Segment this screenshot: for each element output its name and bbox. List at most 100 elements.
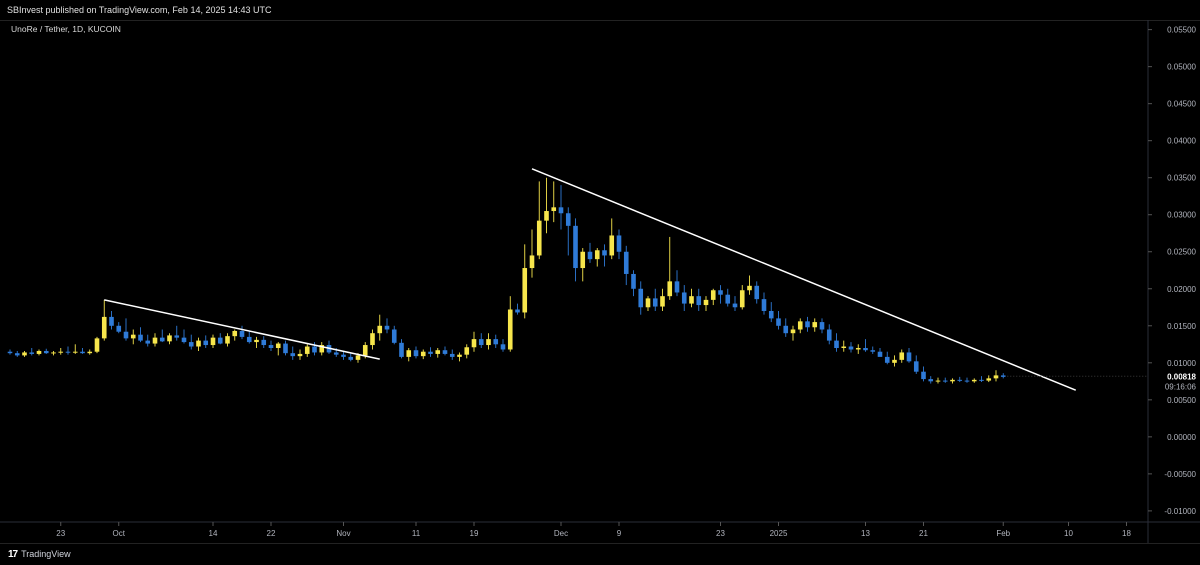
candle[interactable] — [348, 352, 354, 362]
candle[interactable] — [203, 335, 209, 349]
candle[interactable] — [65, 346, 71, 355]
candle[interactable] — [899, 349, 905, 363]
candle[interactable] — [587, 242, 593, 263]
candle[interactable] — [319, 342, 325, 356]
candle[interactable] — [442, 346, 448, 356]
candle[interactable] — [652, 288, 658, 311]
candle[interactable] — [739, 285, 745, 310]
candle[interactable] — [971, 378, 977, 383]
candle[interactable] — [834, 333, 839, 352]
candle[interactable] — [58, 348, 64, 355]
candle[interactable] — [826, 324, 832, 345]
candle[interactable] — [167, 333, 172, 345]
candle[interactable] — [457, 352, 462, 362]
candle[interactable] — [116, 322, 122, 334]
candle[interactable] — [210, 334, 216, 349]
candle[interactable] — [130, 329, 136, 345]
candle[interactable] — [565, 207, 571, 256]
candle[interactable] — [268, 340, 274, 351]
candle[interactable] — [551, 181, 557, 223]
candle[interactable] — [681, 285, 687, 311]
candle[interactable] — [297, 349, 303, 360]
candle[interactable] — [290, 346, 296, 360]
candle[interactable] — [957, 376, 963, 383]
candle[interactable] — [609, 218, 615, 260]
candle[interactable] — [819, 318, 825, 334]
candle[interactable] — [558, 185, 564, 230]
candle[interactable] — [718, 285, 723, 304]
price-axis[interactable]: 0.05500 0.05000 0.04500 0.04000 0.03500 0.030… — [1147, 20, 1197, 543]
candle[interactable] — [80, 348, 85, 354]
candle[interactable] — [768, 302, 774, 323]
candle[interactable] — [529, 229, 535, 278]
plot-area[interactable] — [7, 168, 1148, 391]
candle[interactable] — [145, 334, 151, 347]
candle[interactable] — [464, 344, 470, 359]
candle[interactable] — [7, 349, 13, 355]
candle[interactable] — [515, 303, 520, 315]
candle[interactable] — [188, 334, 194, 350]
candle[interactable] — [391, 325, 397, 345]
candle[interactable] — [29, 348, 35, 356]
candle[interactable] — [36, 349, 42, 356]
candle[interactable] — [674, 270, 680, 297]
candle[interactable] — [478, 333, 484, 349]
candle[interactable] — [522, 244, 528, 319]
candle[interactable] — [232, 329, 238, 341]
candle[interactable] — [913, 355, 919, 374]
candle[interactable] — [660, 288, 665, 311]
candle[interactable] — [312, 342, 317, 356]
trendline[interactable] — [531, 168, 1077, 391]
time-axis[interactable]: 23 Oct 14 22 Nov 11 19 Dec 9 23 2025 13 21 Feb 10 18 — [0, 521, 1200, 538]
candle[interactable] — [406, 348, 412, 362]
candle[interactable] — [384, 318, 390, 334]
candle[interactable] — [623, 245, 629, 286]
candle[interactable] — [486, 333, 491, 350]
candle[interactable] — [776, 310, 781, 330]
candle[interactable] — [855, 344, 861, 354]
candle[interactable] — [942, 377, 948, 383]
candle[interactable] — [109, 310, 114, 330]
candle[interactable] — [631, 270, 636, 297]
candle[interactable] — [921, 366, 926, 382]
candle[interactable] — [645, 296, 651, 311]
candle[interactable] — [950, 378, 955, 384]
candle[interactable] — [638, 281, 644, 315]
candle[interactable] — [696, 288, 702, 311]
candle[interactable] — [51, 350, 56, 356]
candle[interactable] — [877, 348, 883, 357]
candle[interactable] — [783, 318, 789, 337]
candle[interactable] — [507, 296, 513, 352]
candle[interactable] — [87, 349, 93, 355]
candle[interactable] — [725, 288, 731, 307]
candle[interactable] — [413, 346, 419, 359]
tradingview-logo[interactable]: 17 TradingView — [8, 546, 71, 562]
candle[interactable] — [986, 375, 992, 383]
candle[interactable] — [536, 181, 542, 260]
candle[interactable] — [471, 331, 477, 352]
candle[interactable] — [964, 377, 970, 383]
candle[interactable] — [805, 316, 810, 332]
candle[interactable] — [123, 318, 129, 341]
candle[interactable] — [225, 333, 230, 347]
candle[interactable] — [544, 177, 549, 234]
candle[interactable] — [420, 349, 426, 360]
candle[interactable] — [573, 218, 578, 282]
candle[interactable] — [101, 299, 107, 341]
candle[interactable] — [261, 336, 267, 349]
candle[interactable] — [174, 325, 180, 341]
candle[interactable] — [884, 351, 890, 365]
candle[interactable] — [283, 340, 288, 356]
candle[interactable] — [377, 314, 383, 341]
candle[interactable] — [993, 370, 999, 382]
candle[interactable] — [594, 248, 600, 267]
candle[interactable] — [72, 344, 78, 354]
candle[interactable] — [667, 236, 673, 300]
candle[interactable] — [435, 348, 441, 358]
candle[interactable] — [254, 336, 259, 349]
candle[interactable] — [500, 339, 506, 352]
candle[interactable] — [138, 327, 143, 343]
candle[interactable] — [159, 329, 165, 343]
candle[interactable] — [449, 349, 455, 360]
